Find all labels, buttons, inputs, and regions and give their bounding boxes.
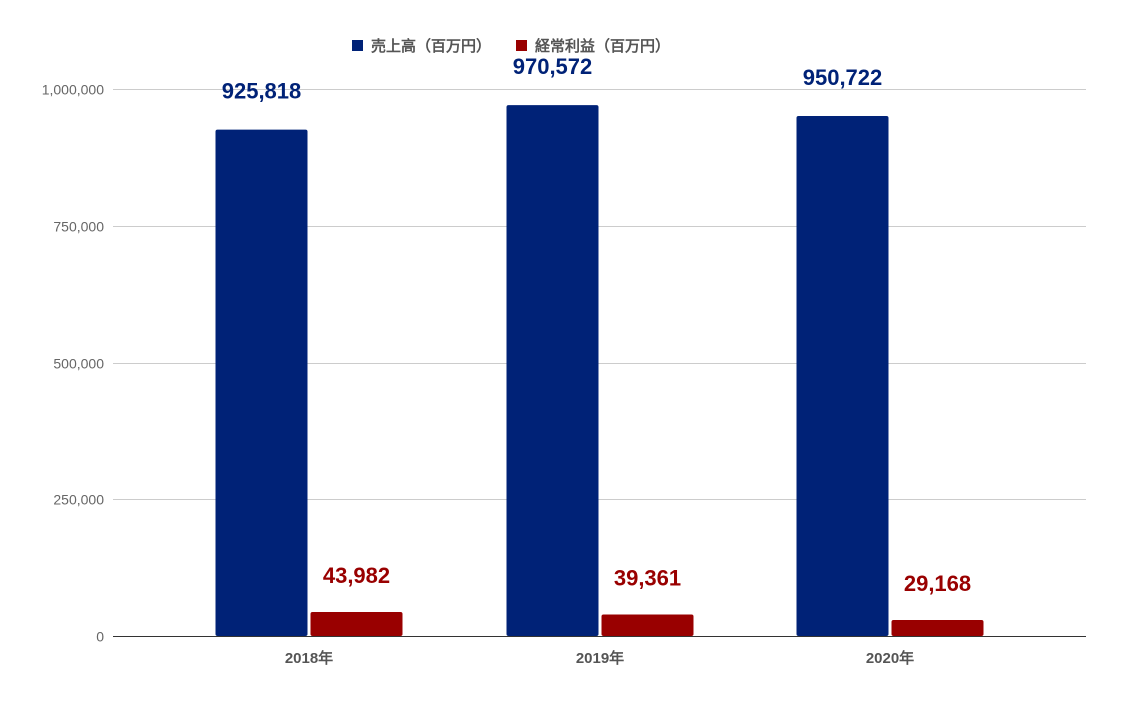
legend-label: 売上高（百万円） — [371, 37, 491, 55]
legend-label: 経常利益（百万円） — [535, 37, 670, 55]
bar-profit-2019年 — [601, 614, 694, 636]
y-axis-ticks: 0 250,000 500,000 750,000 1,000,000 — [42, 82, 105, 645]
y-tick-label: 0 — [96, 629, 104, 645]
x-category-label: 2018年 — [285, 649, 333, 667]
legend: 売上高（百万円） 経常利益（百万円） — [352, 37, 670, 55]
data-label-sales-2018年: 925,818 — [222, 79, 302, 104]
bars — [215, 105, 984, 637]
x-category-label: 2020年 — [866, 649, 914, 667]
bar-profit-2018年 — [310, 611, 403, 636]
bar-sales-2018年 — [215, 129, 308, 636]
y-tick-label: 750,000 — [53, 219, 104, 235]
data-label-sales-2020年: 950,722 — [803, 65, 883, 90]
x-axis-categories: 2018年 2019年 2020年 — [285, 649, 914, 667]
data-labels: 925,818 43,982 970,572 39,361 950,722 29,168 — [222, 54, 971, 596]
bar-sales-2020年 — [796, 115, 889, 636]
bar-profit-2020年 — [891, 620, 984, 636]
legend-swatch — [352, 40, 363, 51]
bar-sales-2019年 — [506, 105, 599, 637]
y-tick-label: 250,000 — [53, 492, 104, 508]
data-label-profit-2018年: 43,982 — [323, 563, 390, 588]
data-label-profit-2019年: 39,361 — [614, 565, 681, 590]
data-label-sales-2019年: 970,572 — [513, 54, 593, 79]
y-tick-label: 500,000 — [53, 356, 104, 372]
x-category-label: 2019年 — [576, 649, 624, 667]
data-label-profit-2020年: 29,168 — [904, 571, 971, 596]
y-tick-label: 1,000,000 — [42, 82, 104, 98]
legend-swatch — [516, 40, 527, 51]
